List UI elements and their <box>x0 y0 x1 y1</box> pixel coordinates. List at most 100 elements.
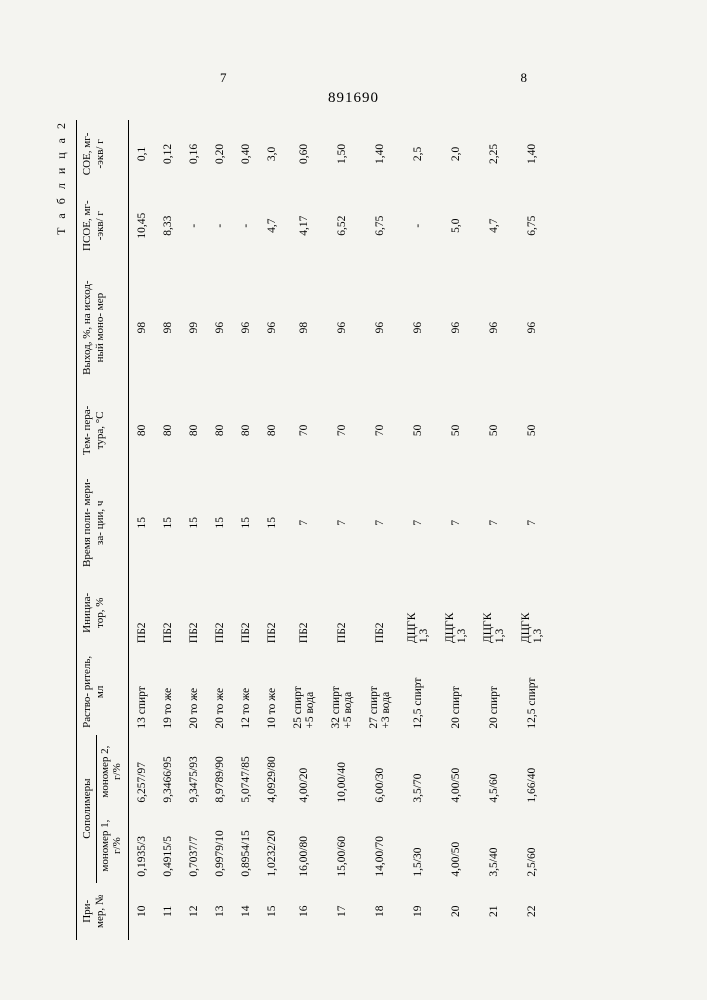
table-row: 191,5/303,5/7012,5 спиртДЦГК 1,375096-2,… <box>399 120 437 940</box>
table-row: 222,5/601,66/4012,5 спиртДЦГК 1,3750966,… <box>513 120 551 940</box>
cell-T: 80 <box>259 392 285 469</box>
col-copolymers: Сополимеры <box>77 735 97 883</box>
cell-sol: 20 спирт <box>475 649 513 735</box>
cell-ini: ДЦГК 1,3 <box>437 577 475 650</box>
cell-ini: ДЦГК 1,3 <box>513 577 551 650</box>
cell-p: 10,45 <box>128 188 155 264</box>
cell-p: 4,7 <box>259 188 285 264</box>
cell-sol: 10 то же <box>259 649 285 735</box>
cell-n: 13 <box>207 883 233 940</box>
cell-m1: 14,00/70 <box>361 809 399 883</box>
data-table: При- мер, № Сополимеры Раство- ритель, м… <box>76 120 551 940</box>
cell-p: 6,75 <box>361 188 399 264</box>
cell-t: 7 <box>323 469 361 576</box>
cell-n: 22 <box>513 883 551 940</box>
cell-p: 4,17 <box>285 188 323 264</box>
cell-n: 15 <box>259 883 285 940</box>
cell-T: 80 <box>155 392 181 469</box>
cell-m2: 4,5/60 <box>475 735 513 809</box>
cell-y: 96 <box>513 264 551 392</box>
cell-y: 96 <box>361 264 399 392</box>
cell-ini: ПБ2 <box>323 577 361 650</box>
cell-m2: 6,00/30 <box>361 735 399 809</box>
cell-n: 20 <box>437 883 475 940</box>
table-row: 1715,00/6010,00/4032 спирт +5 водаПБ2770… <box>323 120 361 940</box>
cell-n: 11 <box>155 883 181 940</box>
cell-sol: 25 спирт +5 вода <box>285 649 323 735</box>
cell-n: 17 <box>323 883 361 940</box>
cell-p: 6,52 <box>323 188 361 264</box>
table-row: 120,7037/79,3475/9320 то жеПБ2158099-0,1… <box>181 120 207 940</box>
cell-n: 21 <box>475 883 513 940</box>
cell-t: 15 <box>128 469 155 576</box>
table-row: 1814,00/706,00/3027 спирт +3 водаПБ27709… <box>361 120 399 940</box>
page-right: 8 <box>521 70 528 86</box>
cell-sol: 12 то же <box>233 649 259 735</box>
cell-m1: 0,8954/15 <box>233 809 259 883</box>
cell-t: 15 <box>181 469 207 576</box>
cell-m1: 3,5/40 <box>475 809 513 883</box>
cell-s: 0,20 <box>207 120 233 188</box>
cell-n: 10 <box>128 883 155 940</box>
cell-T: 70 <box>361 392 399 469</box>
cell-sol: 12,5 спирт <box>513 649 551 735</box>
cell-n: 19 <box>399 883 437 940</box>
cell-s: 0,1 <box>128 120 155 188</box>
cell-y: 98 <box>285 264 323 392</box>
table-row: 204,00/504,00/5020 спиртДЦГК 1,3750965,0… <box>437 120 475 940</box>
cell-s: 2,5 <box>399 120 437 188</box>
cell-y: 98 <box>155 264 181 392</box>
cell-sol: 12,5 спирт <box>399 649 437 735</box>
cell-ini: ПБ2 <box>285 577 323 650</box>
cell-y: 96 <box>399 264 437 392</box>
cell-T: 80 <box>207 392 233 469</box>
cell-ini: ПБ2 <box>361 577 399 650</box>
cell-sol: 20 то же <box>181 649 207 735</box>
cell-s: 0,40 <box>233 120 259 188</box>
cell-sol: 20 то же <box>207 649 233 735</box>
cell-y: 96 <box>207 264 233 392</box>
cell-T: 50 <box>475 392 513 469</box>
cell-ini: ПБ2 <box>259 577 285 650</box>
cell-ini: ПБ2 <box>233 577 259 650</box>
cell-p: 5,0 <box>437 188 475 264</box>
cell-m2: 8,9789/90 <box>207 735 233 809</box>
cell-T: 50 <box>437 392 475 469</box>
table-row: 130,9979/108,9789/9020 то жеПБ2158096-0,… <box>207 120 233 940</box>
table-row: 213,5/404,5/6020 спиртДЦГК 1,3750964,72,… <box>475 120 513 940</box>
cell-m2: 4,0929/80 <box>259 735 285 809</box>
cell-p: 8,33 <box>155 188 181 264</box>
cell-s: 2,25 <box>475 120 513 188</box>
col-yield: Выход, %, на исход- ный моно- мер <box>77 264 129 392</box>
cell-m1: 2,5/60 <box>513 809 551 883</box>
cell-m1: 0,4915/5 <box>155 809 181 883</box>
cell-y: 99 <box>181 264 207 392</box>
cell-ini: ДЦГК 1,3 <box>399 577 437 650</box>
cell-n: 18 <box>361 883 399 940</box>
cell-s: 1,50 <box>323 120 361 188</box>
cell-ini: ДЦГК 1,3 <box>475 577 513 650</box>
cell-T: 80 <box>181 392 207 469</box>
cell-m1: 15,00/60 <box>323 809 361 883</box>
cell-m2: 4,00/50 <box>437 735 475 809</box>
cell-s: 1,40 <box>361 120 399 188</box>
col-time: Время поли- мери- за- ции, ч <box>77 469 129 576</box>
cell-m2: 9,3466/95 <box>155 735 181 809</box>
cell-p: - <box>207 188 233 264</box>
col-soe: СОЕ, мг- -экв/ г <box>77 120 129 188</box>
table-row: 100,1935/36,257/9713 спиртПБ215809810,45… <box>128 120 155 940</box>
cell-m1: 1,0232/20 <box>259 809 285 883</box>
table-row: 110,4915/59,3466/9519 то жеПБ21580988,33… <box>155 120 181 940</box>
cell-y: 98 <box>128 264 155 392</box>
cell-n: 16 <box>285 883 323 940</box>
page-left: 7 <box>220 70 227 86</box>
cell-s: 1,40 <box>513 120 551 188</box>
table-row: 1616,00/804,00/2025 спирт +5 водаПБ27709… <box>285 120 323 940</box>
col-monomer2: мономер 2, г/% <box>96 735 128 809</box>
cell-sol: 27 спирт +3 вода <box>361 649 399 735</box>
cell-T: 50 <box>513 392 551 469</box>
cell-m2: 4,00/20 <box>285 735 323 809</box>
cell-sol: 13 спирт <box>128 649 155 735</box>
cell-y: 96 <box>233 264 259 392</box>
cell-ini: ПБ2 <box>181 577 207 650</box>
